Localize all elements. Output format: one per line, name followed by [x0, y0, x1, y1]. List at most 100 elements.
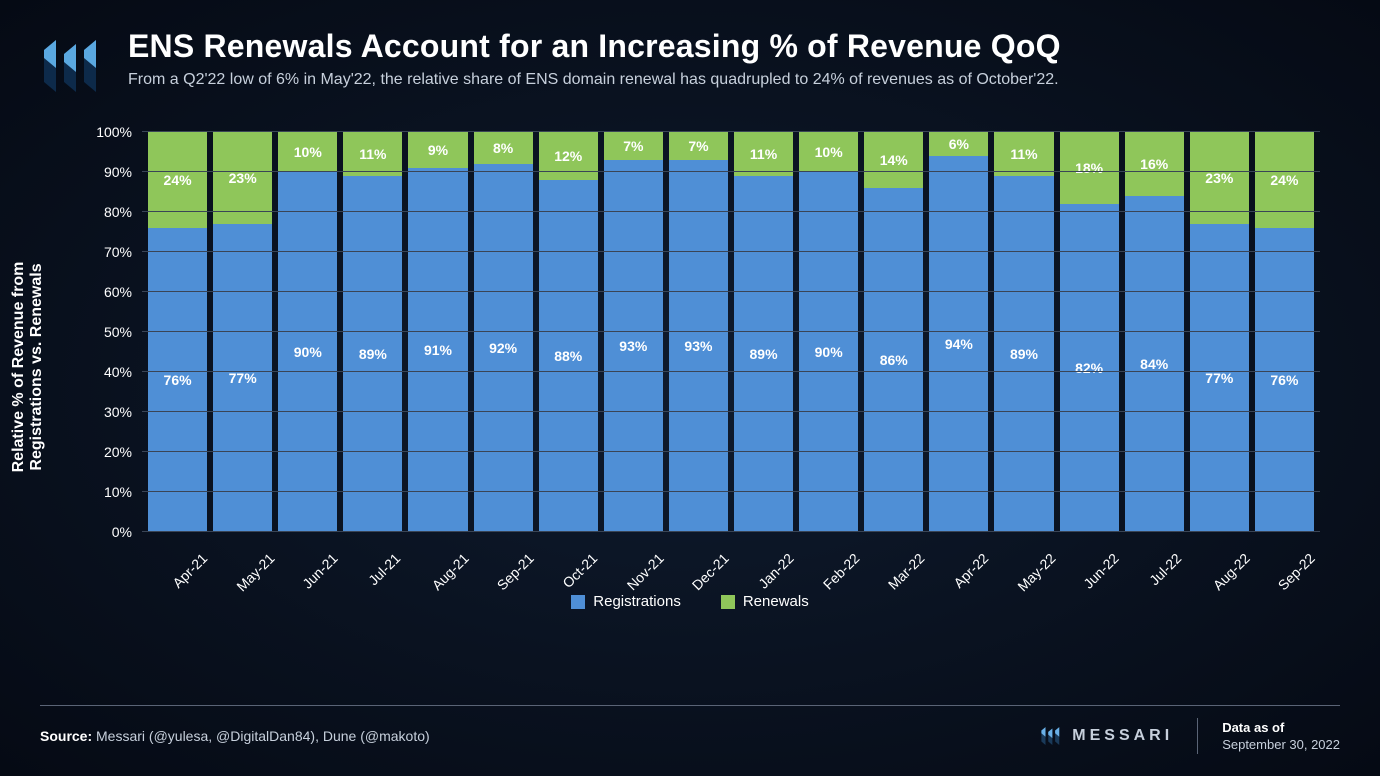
bar-segment-registrations: 76% [148, 228, 207, 532]
bar-segment-registrations: 82% [1060, 204, 1119, 532]
bar-segment-renewals: 11% [734, 132, 793, 176]
y-tick-label: 10% [104, 484, 142, 500]
gridline [142, 251, 1320, 252]
bar-segment-renewals: 12% [539, 132, 598, 180]
x-tick-label: Oct-21 [539, 538, 598, 598]
footer: Source: Messari (@yulesa, @DigitalDan84)… [40, 705, 1340, 754]
bar-segment-renewals: 9% [408, 132, 467, 168]
gridline [142, 131, 1320, 132]
bar-segment-registrations: 92% [474, 164, 533, 532]
gridline [142, 291, 1320, 292]
bar-segment-registrations: 77% [213, 224, 272, 532]
x-tick-label: Apr-21 [148, 538, 207, 598]
x-tick-label: Jan-22 [734, 538, 793, 598]
y-tick-label: 40% [104, 364, 142, 380]
x-tick-label: Jun-21 [278, 538, 337, 598]
gridline [142, 531, 1320, 532]
messari-logo-icon [40, 34, 104, 98]
x-tick-label: Sep-22 [1255, 538, 1314, 598]
gridline [142, 411, 1320, 412]
bar-column: 18%82% [1060, 132, 1119, 532]
bar-segment-renewals: 10% [278, 132, 337, 172]
gridline [142, 451, 1320, 452]
bar-segment-registrations: 89% [994, 176, 1053, 532]
y-tick-label: 20% [104, 444, 142, 460]
y-tick-label: 0% [112, 524, 142, 540]
x-tick-label: Sep-21 [474, 538, 533, 598]
y-tick-label: 60% [104, 284, 142, 300]
messari-logo-small-icon [1040, 725, 1062, 747]
bar-segment-renewals: 7% [604, 132, 663, 160]
legend-swatch-registrations [571, 595, 585, 609]
source-text: Source: Messari (@yulesa, @DigitalDan84)… [40, 728, 1040, 744]
legend-item-renewals: Renewals [721, 593, 809, 610]
bar-column: 11%89% [994, 132, 1053, 532]
y-axis-label: Relative % of Revenue from Registrations… [10, 167, 46, 567]
bar-segment-registrations: 77% [1190, 224, 1249, 532]
bar-column: 11%89% [343, 132, 402, 532]
bar-segment-registrations: 84% [1125, 196, 1184, 532]
x-tick-label: Feb-22 [799, 538, 858, 598]
bar-column: 8%92% [474, 132, 533, 532]
y-tick-label: 70% [104, 244, 142, 260]
legend-item-registrations: Registrations [571, 593, 681, 610]
chart-title: ENS Renewals Account for an Increasing %… [128, 28, 1061, 65]
bar-segment-renewals: 16% [1125, 132, 1184, 196]
bar-column: 12%88% [539, 132, 598, 532]
header: ENS Renewals Account for an Increasing %… [0, 0, 1380, 108]
y-tick-label: 90% [104, 164, 142, 180]
bar-segment-registrations: 76% [1255, 228, 1314, 532]
chart-area: Relative % of Revenue from Registrations… [60, 132, 1320, 602]
x-tick-label: Mar-22 [864, 538, 923, 598]
y-tick-label: 80% [104, 204, 142, 220]
y-tick-label: 30% [104, 404, 142, 420]
legend-swatch-renewals [721, 595, 735, 609]
bar-segment-renewals: 11% [994, 132, 1053, 176]
bar-column: 6%94% [929, 132, 988, 532]
bar-segment-renewals: 11% [343, 132, 402, 176]
bar-segment-registrations: 91% [408, 168, 467, 532]
bar-segment-renewals: 8% [474, 132, 533, 164]
x-tick-label: Aug-21 [408, 538, 467, 598]
gridline [142, 371, 1320, 372]
chart-subtitle: From a Q2'22 low of 6% in May'22, the re… [128, 71, 1061, 89]
x-tick-label: May-22 [994, 538, 1053, 598]
bar-segment-registrations: 90% [799, 172, 858, 532]
bar-column: 24%76% [1255, 132, 1314, 532]
x-tick-label: Apr-22 [929, 538, 988, 598]
data-as-of: Data as of September 30, 2022 [1197, 718, 1340, 754]
bars-container: 24%76%23%77%10%90%11%89%9%91%8%92%12%88%… [142, 132, 1320, 532]
x-tick-label: Dec-21 [669, 538, 728, 598]
bar-segment-registrations: 89% [343, 176, 402, 532]
bar-segment-renewals: 14% [864, 132, 923, 188]
bar-column: 10%90% [278, 132, 337, 532]
bar-column: 24%76% [148, 132, 207, 532]
bar-segment-registrations: 94% [929, 156, 988, 532]
x-tick-label: Jun-22 [1060, 538, 1119, 598]
bar-column: 16%84% [1125, 132, 1184, 532]
x-tick-label: May-21 [213, 538, 272, 598]
gridline [142, 171, 1320, 172]
bar-column: 10%90% [799, 132, 858, 532]
bar-segment-registrations: 89% [734, 176, 793, 532]
bar-segment-registrations: 90% [278, 172, 337, 532]
bar-segment-registrations: 88% [539, 180, 598, 532]
bar-column: 7%93% [604, 132, 663, 532]
bar-segment-renewals: 24% [148, 132, 207, 228]
gridline [142, 211, 1320, 212]
plot-region: 24%76%23%77%10%90%11%89%9%91%8%92%12%88%… [142, 132, 1320, 532]
x-tick-label: Nov-21 [604, 538, 663, 598]
bar-segment-registrations: 86% [864, 188, 923, 532]
x-tick-label: Aug-22 [1190, 538, 1249, 598]
bar-segment-renewals: 18% [1060, 132, 1119, 204]
x-tick-label: Jul-22 [1125, 538, 1184, 598]
y-tick-label: 50% [104, 324, 142, 340]
bar-column: 9%91% [408, 132, 467, 532]
bar-column: 11%89% [734, 132, 793, 532]
x-axis-labels: Apr-21May-21Jun-21Jul-21Aug-21Sep-21Oct-… [142, 538, 1320, 598]
bar-column: 23%77% [213, 132, 272, 532]
bar-segment-registrations: 93% [604, 160, 663, 532]
bar-segment-renewals: 7% [669, 132, 728, 160]
bar-column: 14%86% [864, 132, 923, 532]
bar-segment-renewals: 6% [929, 132, 988, 156]
